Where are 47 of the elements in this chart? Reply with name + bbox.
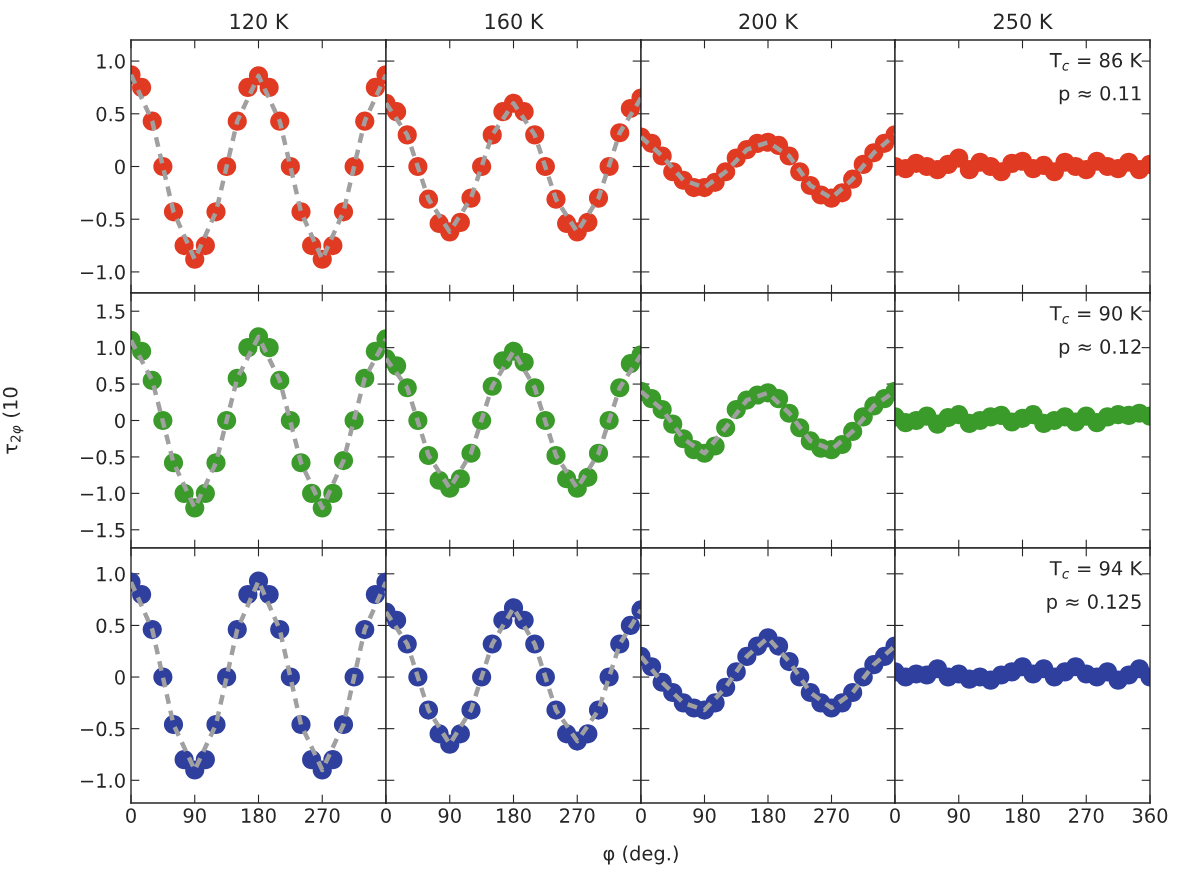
point: [949, 148, 969, 168]
y-tick-label: −1.0: [80, 486, 125, 502]
y-tick-label: −0.5: [80, 212, 125, 227]
x-axis-title: φ (deg.): [603, 845, 678, 865]
y-axis-title: τ$_{2φ}$ (10: [2, 387, 24, 454]
x-tick-label: 0: [381, 808, 391, 823]
x-tick-label: 180: [497, 808, 531, 823]
y-tick-label: 1.5: [97, 304, 125, 319]
annotation: T$_{c}$ = 90 K: [1049, 305, 1143, 324]
x-tick-label: 90: [693, 808, 716, 823]
y-tick-label: 1.0: [97, 54, 125, 69]
annotation: T$_{c}$ = 94 K: [1049, 560, 1143, 579]
x-tick-label: 270: [814, 808, 849, 823]
annotation: p ≈ 0.11: [1059, 85, 1141, 105]
x-tick-label: 90: [947, 808, 970, 823]
y-tick-label: 0.5: [96, 106, 125, 122]
x-tick-label: 0: [636, 808, 646, 823]
chart-title: 120 K: [230, 13, 289, 30]
annotation: p ≈ 0.12: [1059, 339, 1141, 358]
x-tick-label: 90: [183, 808, 206, 823]
chart-title: 160 K: [485, 13, 544, 30]
y-tick-label: 1.0: [97, 340, 125, 356]
x-tick-label: 180: [1006, 808, 1040, 823]
y-tick-label: −0.5: [80, 721, 125, 737]
y-tick-label: 0.5: [96, 618, 125, 634]
x-tick-label: 0: [890, 808, 900, 823]
y-tick-label: 0.5: [96, 377, 125, 392]
y-tick-label: 1.0: [97, 566, 125, 582]
x-tick-label: 0: [126, 808, 136, 823]
x-tick-label: 180: [242, 808, 276, 823]
y-tick-label: 0: [115, 413, 125, 429]
annotation: p ≈ 0.125: [1047, 594, 1141, 613]
chart-title: 250 K: [994, 13, 1053, 30]
x-tick-label: 360: [1132, 808, 1168, 823]
x-tick-label: 90: [438, 808, 461, 823]
annotation: T$_{c}$ = 86 K: [1049, 52, 1143, 71]
x-tick-label: 270: [1069, 808, 1104, 823]
y-tick-label: −0.5: [80, 449, 125, 465]
y-tick-label: −1.5: [80, 523, 125, 538]
y-tick-label: −1.0: [80, 773, 125, 788]
x-tick-label: 270: [305, 808, 340, 823]
x-tick-label: 180: [751, 808, 786, 823]
chart-title: 200 K: [739, 13, 799, 30]
y-tick-label: 0: [115, 670, 125, 685]
x-tick-label: 270: [560, 808, 595, 823]
y-tick-label: 0: [115, 159, 125, 175]
y-tick-label: −1.0: [80, 264, 125, 280]
